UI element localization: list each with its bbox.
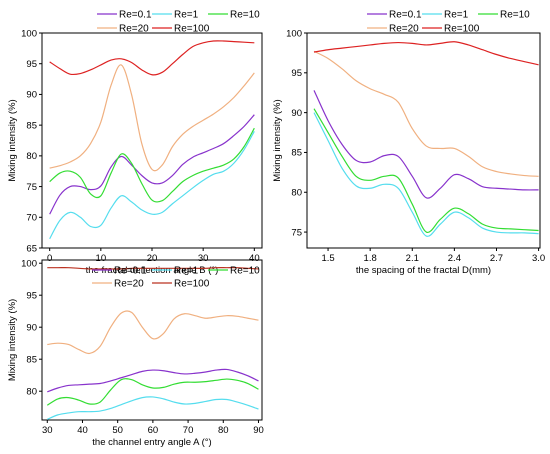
chart-c-x-tick-label: 90 [253,425,264,436]
chart-c-series-line-re-100 [47,267,259,270]
chart-b-x-tick-label: 1.8 [364,253,377,264]
chart-c-x-tick-label: 30 [42,425,53,436]
chart-b-series-line-re-0-1 [313,90,539,199]
chart-b-legend-label: Re=20 [389,24,419,35]
chart-c-series-line-re-20 [47,310,259,355]
chart-a-y-tick-label: 80 [26,151,37,162]
chart-a-y-tick-label: 65 [26,243,37,254]
chart-b-series-line-re-1 [313,112,539,237]
chart-b-y-tick-label: 85 [291,148,302,159]
chart-c-legend: Re=0.1 Re=1 Re=10 Re=20 Re=100 [92,266,260,290]
chart-b-legend-label: Re=0.1 [389,10,422,21]
chart-a-series-line-re-0-1 [49,114,255,215]
chart-a-y-tick-label: 95 [26,59,37,70]
chart-b-plot-frame [306,32,541,249]
chart-b-y-tick-label: 75 [291,227,302,238]
chart-c-y-tick-label: 85 [26,355,37,366]
chart-b-x-tick-label: 2.7 [490,253,503,264]
chart-c-x-tick-label: 40 [77,425,88,436]
chart-c-legend-label: Re=10 [230,266,260,277]
chart-a-series-line-re-1 [49,130,255,240]
chart-c-legend-label: Re=1 [174,266,199,277]
chart-b-y-tick-label: 90 [291,108,302,119]
chart-b-x-tick-label: 3.0 [532,253,545,264]
chart-a-x-tick-label: 20 [147,253,158,264]
chart-b-y-axis-title: Mixing intensity (%) [272,99,283,181]
chart-c-series-line-re-1 [47,396,259,420]
chart-a-legend-label: Re=0.1 [119,10,152,21]
chart-c-plot-frame [41,259,263,421]
chart-c-x-tick-label: 60 [148,425,159,436]
chart-a-legend: Re=0.1 Re=1 Re=10 Re=20 Re=100 [97,10,260,35]
chart-b-legend-label: Re=10 [500,10,530,21]
chart-a-y-tick-label: 75 [26,182,37,193]
chart-b-y-tick-label: 95 [291,68,302,79]
chart-b-x-axis-title: the spacing of the fractal D(mm) [356,265,491,276]
chart-a-y-axis-title: Mixing intensity (%) [7,99,18,181]
chart-c-y-tick-label: 80 [26,387,37,398]
chart-b-y-tick-label: 100 [286,28,302,39]
chart-a-plot-frame [41,32,263,249]
chart-b-series-line-re-20 [313,50,539,177]
chart-a-y-tick-label: 85 [26,120,37,131]
chart-c-y-axis-title: Mixing intensity (%) [7,299,18,381]
chart-c-x-tick-label: 50 [112,425,123,436]
chart-a-legend-label: Re=1 [174,10,199,21]
chart-c-series-line-re-0-1 [47,368,259,393]
chart-a-legend-label: Re=20 [119,24,149,35]
chart-c-series-line-re-10 [46,378,259,406]
chart-b-legend-label: Re=1 [444,10,469,21]
chart-a-x-tick-label: 30 [198,253,209,264]
chart-a-y-tick-label: 70 [26,213,37,224]
chart-b-legend-label: Re=100 [444,24,480,35]
chart-b-x-tick-label: 1.5 [321,253,334,264]
chart-a-legend-label: Re=100 [174,24,210,35]
chart-c-legend-label: Re=20 [114,279,144,290]
chart-a-x-tick-label: 40 [249,253,260,264]
chart-a-y-tick-label: 100 [21,28,37,39]
chart-c-legend-label: Re=0.1 [114,266,147,277]
chart-a-series-line-re-100 [49,40,255,76]
chart-b-series-line-re-10 [313,108,539,234]
chart-a-series-line-re-20 [49,64,255,172]
chart-b-x-tick-label: 2.4 [448,253,461,264]
chart-c-x-tick-label: 80 [218,425,229,436]
chart-a-x-tick-label: 0 [47,253,52,264]
chart-a-y-tick-label: 90 [26,90,37,101]
chart-b-series-line-re-100 [313,41,539,66]
chart-b: 1.5 1.8 2.1 2.4 2.7 3.0 75 80 85 90 95 100 the spaci… [272,10,545,277]
chart-a-x-tick-label: 10 [96,253,107,264]
chart-c-y-tick-label: 95 [26,291,37,302]
chart-c: 30 40 50 60 70 80 90 80 85 90 95 100 the channel ent… [7,259,264,449]
chart-c-y-tick-label: 100 [21,259,37,270]
chart-b-legend: Re=0.1 Re=1 Re=10 Re=20 Re=100 [367,10,530,35]
chart-c-x-tick-label: 70 [183,425,194,436]
chart-b-y-tick-label: 80 [291,188,302,199]
chart-c-y-tick-label: 90 [26,323,37,334]
chart-c-legend-label: Re=100 [174,279,210,290]
chart-c-x-axis-title: the channel entry angle A (°) [92,437,211,448]
chart-b-x-tick-label: 2.1 [406,253,419,264]
chart-a-series-line-re-10 [49,127,255,203]
chart-a-legend-label: Re=10 [230,10,260,21]
